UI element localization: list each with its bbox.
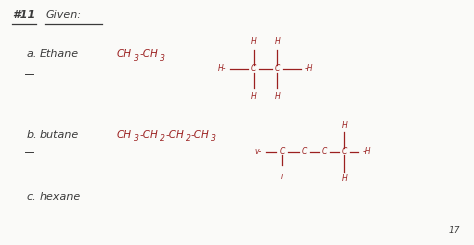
- Text: a.: a.: [27, 49, 37, 60]
- Text: H-: H-: [218, 64, 226, 74]
- Text: 3: 3: [211, 134, 216, 143]
- Text: C: C: [322, 147, 327, 156]
- Text: H: H: [251, 37, 256, 46]
- Text: H: H: [341, 174, 347, 183]
- Text: I: I: [281, 174, 283, 180]
- Text: Given:: Given:: [46, 11, 82, 20]
- Text: hexane: hexane: [39, 192, 81, 202]
- Text: C: C: [274, 64, 280, 74]
- Text: 2: 2: [159, 134, 164, 143]
- Text: -CH: -CH: [191, 130, 210, 140]
- Text: 17: 17: [448, 226, 460, 234]
- Text: H: H: [251, 92, 256, 101]
- Text: C: C: [342, 147, 347, 156]
- Text: 3: 3: [134, 54, 139, 62]
- Text: -CH: -CH: [139, 130, 158, 140]
- Text: 3: 3: [134, 134, 139, 143]
- Text: CH: CH: [117, 49, 131, 60]
- Text: v-: v-: [255, 147, 262, 156]
- Text: -CH: -CH: [139, 49, 158, 60]
- Text: c.: c.: [27, 192, 36, 202]
- Text: C: C: [251, 64, 256, 74]
- Text: H: H: [341, 121, 347, 130]
- Text: -H: -H: [305, 64, 313, 74]
- Text: -CH: -CH: [165, 130, 184, 140]
- Text: butane: butane: [39, 130, 79, 140]
- Text: b.: b.: [27, 130, 37, 140]
- Text: -H: -H: [363, 147, 371, 156]
- Text: Ethane: Ethane: [39, 49, 79, 60]
- Text: C: C: [279, 147, 284, 156]
- Text: 3: 3: [159, 54, 164, 62]
- Text: C: C: [302, 147, 307, 156]
- Text: H: H: [274, 37, 280, 46]
- Text: #11: #11: [12, 11, 36, 20]
- Text: CH: CH: [117, 130, 131, 140]
- Text: H: H: [274, 92, 280, 101]
- Text: 2: 2: [185, 134, 191, 143]
